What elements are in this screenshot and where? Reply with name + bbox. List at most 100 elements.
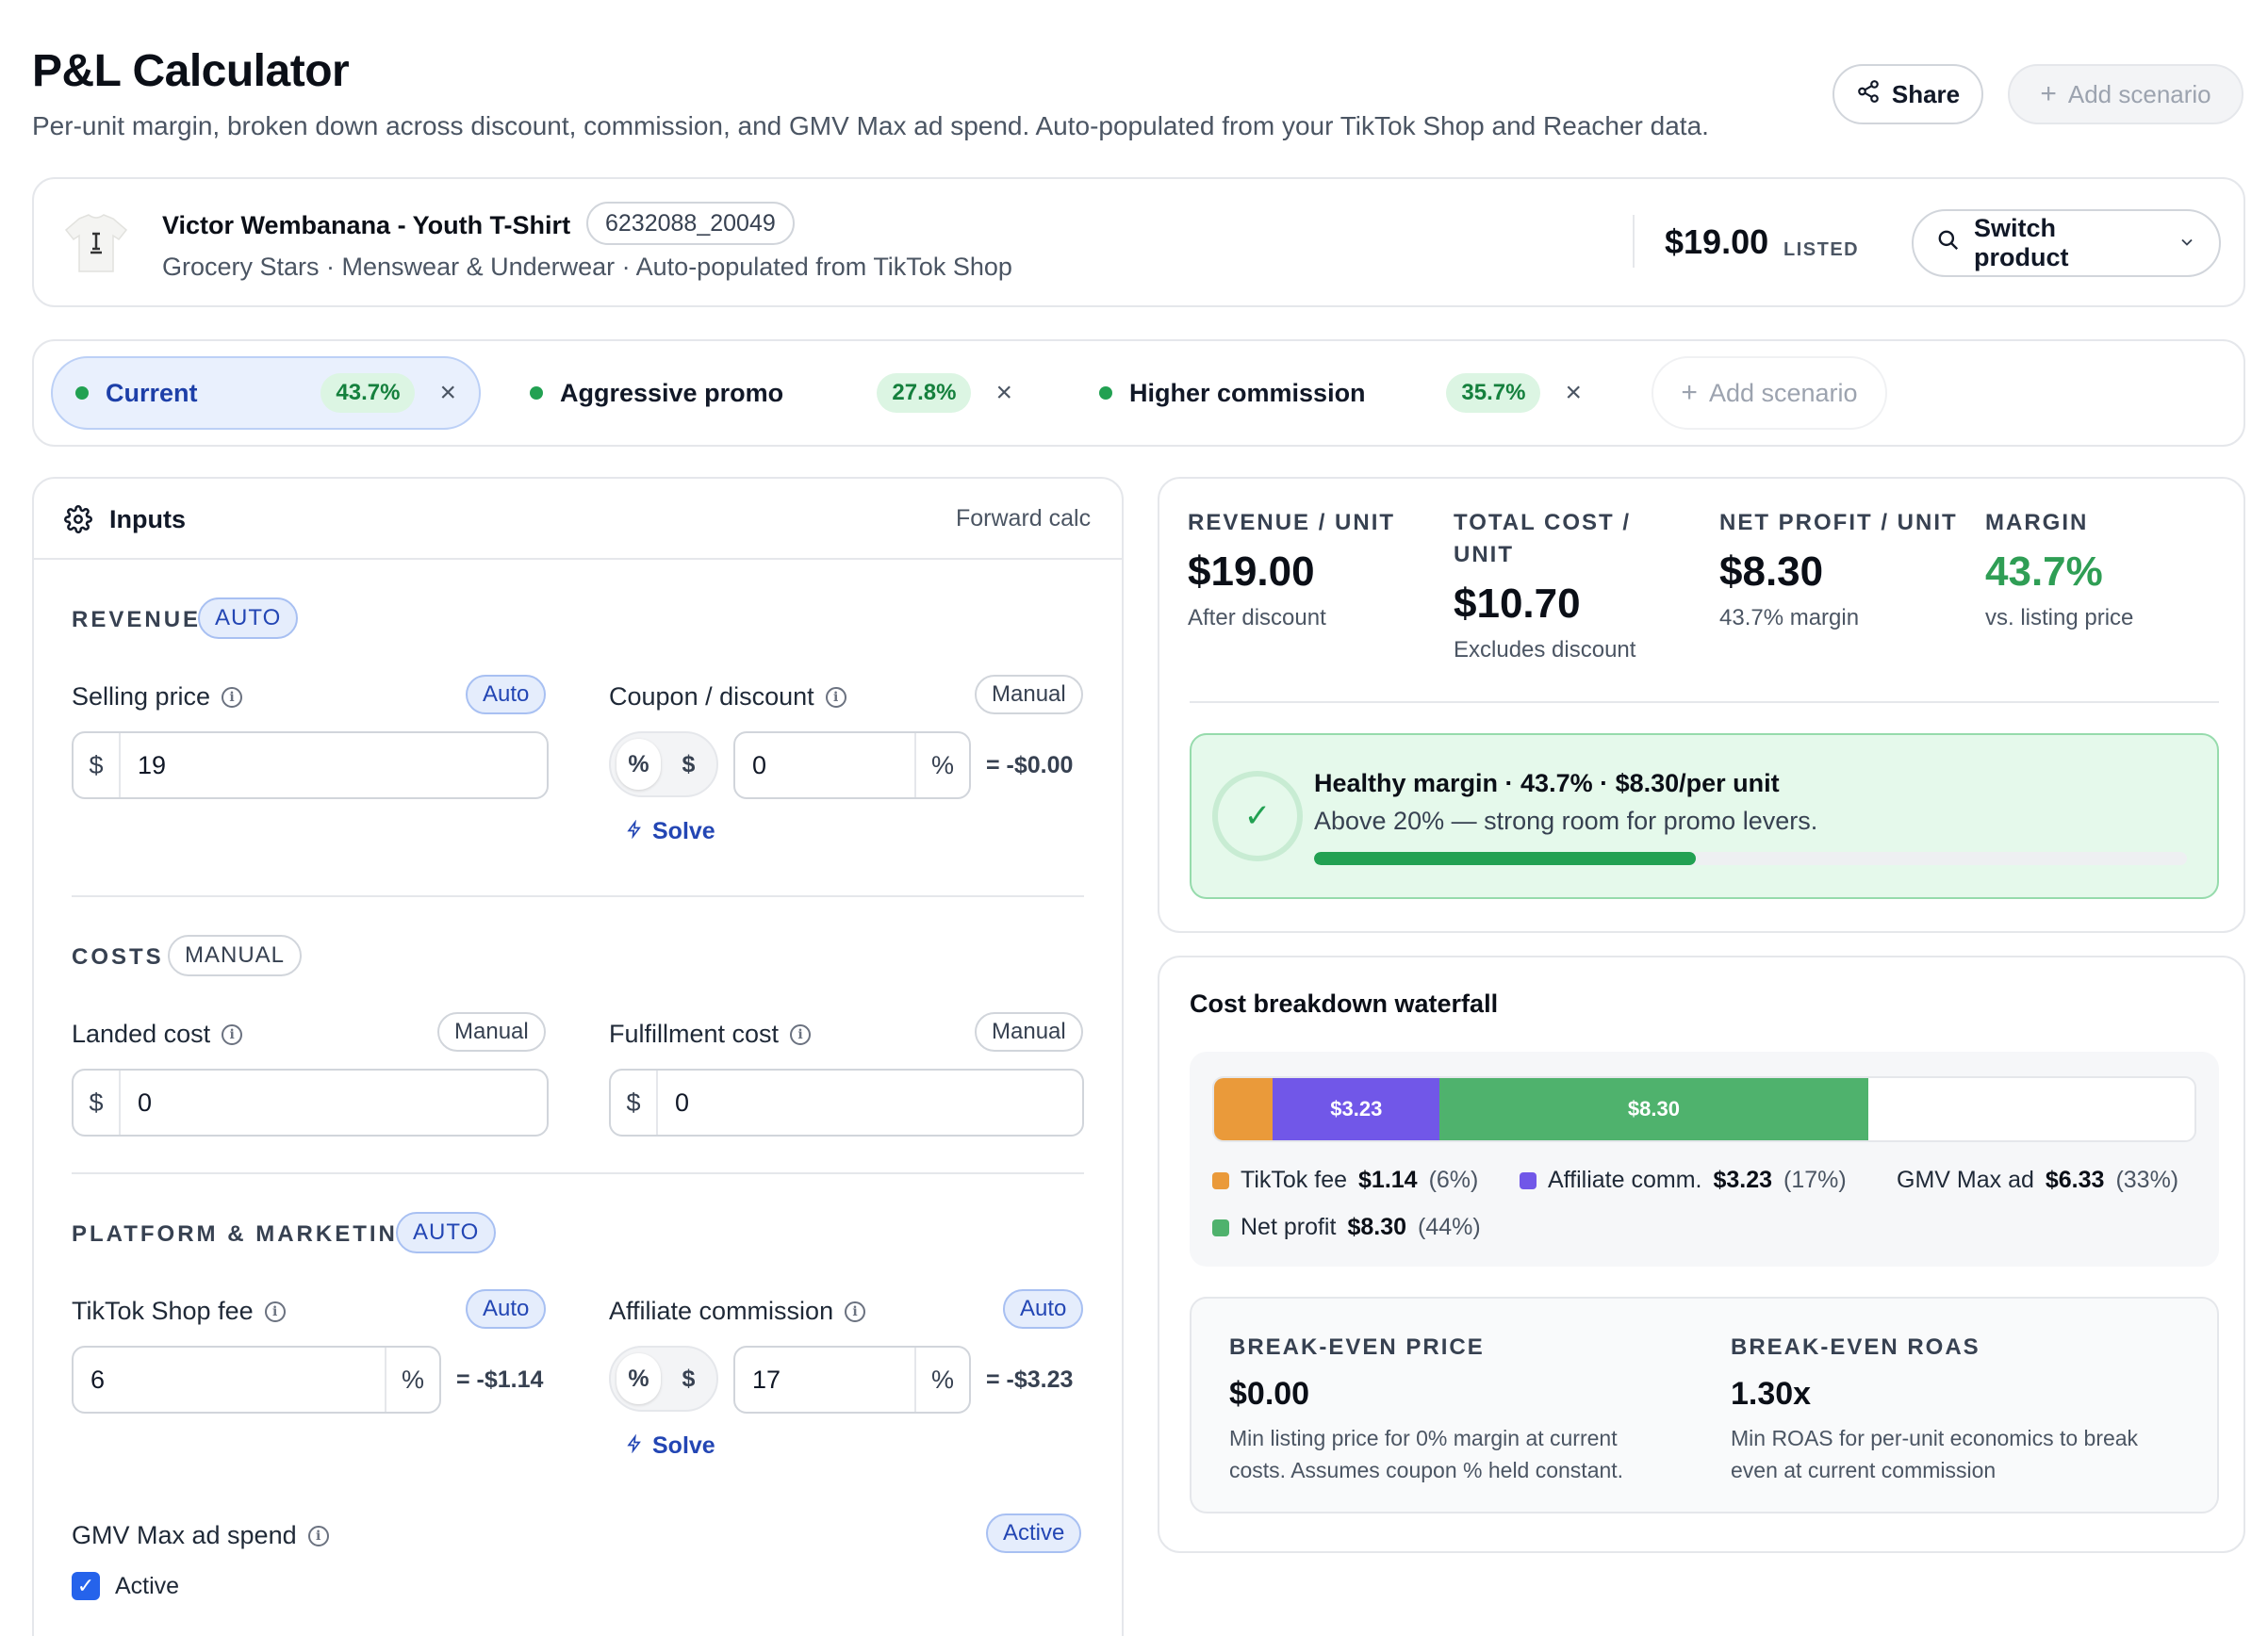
affiliate-commission-label: Affiliate commission i: [609, 1297, 866, 1326]
kpi-sub: vs. listing price: [1985, 605, 2134, 630]
calc-mode[interactable]: Forward calc: [956, 505, 1092, 532]
label-text: Landed cost: [72, 1020, 211, 1048]
plus-icon: +: [1681, 377, 1698, 408]
breakeven-price-value: $0.00: [1229, 1376, 1310, 1412]
add-scenario-button[interactable]: + Add scenario: [1652, 356, 1887, 430]
coupon-solve-button[interactable]: Solve: [626, 818, 715, 845]
product-meta: Grocery Stars · Menswear & Underwear · A…: [162, 253, 1012, 281]
breakeven-price-sub: Min listing price for 0% margin at curre…: [1229, 1426, 1624, 1482]
close-icon[interactable]: ×: [995, 377, 1012, 408]
fulfillment-cost-label: Fulfillment cost i: [609, 1020, 812, 1049]
add-scenario-label: Add scenario: [2067, 79, 2211, 108]
legend-name: TikTok fee: [1241, 1167, 1348, 1193]
close-icon[interactable]: ×: [439, 377, 456, 408]
inputs-title: Inputs: [109, 505, 186, 533]
kpi-label: TOTAL COST / UNIT: [1454, 510, 1632, 567]
toggle-dollar[interactable]: $: [682, 750, 696, 777]
currency-prefix: $: [74, 733, 121, 797]
info-icon[interactable]: i: [222, 1023, 243, 1045]
input-value[interactable]: 17: [752, 1365, 781, 1394]
checkmark-icon[interactable]: ✓: [72, 1572, 100, 1600]
checkmark-icon: ✓: [1212, 771, 1303, 861]
scenario-margin-badge: 35.7%: [1446, 373, 1541, 413]
tiktok-fee-input[interactable]: 6 %: [72, 1346, 441, 1414]
info-icon[interactable]: i: [790, 1023, 812, 1045]
info-icon[interactable]: i: [222, 686, 243, 708]
input-value[interactable]: 6: [90, 1365, 106, 1394]
status-dot: [1099, 386, 1112, 400]
kpi-net-profit: NET PROFIT / UNIT $8.30 43.7% margin: [1719, 507, 1974, 631]
scenario-tab-current[interactable]: Current 43.7% ×: [51, 356, 481, 430]
info-icon[interactable]: i: [825, 686, 846, 708]
landed-cost-input[interactable]: $ 0: [72, 1069, 549, 1137]
plus-icon: +: [2040, 78, 2057, 109]
kpi-margin: MARGIN 43.7% vs. listing price: [1985, 507, 2221, 631]
affiliate-unit-toggle[interactable]: % $: [609, 1346, 718, 1412]
label-text: Coupon / discount: [609, 682, 814, 711]
share-icon: [1856, 79, 1881, 110]
product-card: [32, 177, 2245, 307]
close-icon[interactable]: ×: [1565, 377, 1582, 408]
selling-price-label: Selling price i: [72, 682, 243, 712]
margin-progress-fill: [1314, 852, 1696, 865]
kpi-sub: 43.7% margin: [1719, 605, 1860, 630]
breakeven-roas-value: 1.30x: [1731, 1376, 1812, 1412]
input-value[interactable]: 0: [675, 1088, 690, 1117]
legend-swatch: [1212, 1171, 1229, 1189]
bolt-icon: [626, 818, 643, 845]
toggle-percent[interactable]: %: [616, 739, 661, 790]
info-icon[interactable]: i: [264, 1301, 286, 1322]
kpi-total-cost: TOTAL COST / UNIT $10.70 Excludes discou…: [1454, 507, 1670, 663]
kpi-label: NET PROFIT / UNIT: [1719, 510, 1958, 535]
input-value[interactable]: 0: [752, 750, 767, 779]
currency-prefix: $: [611, 1071, 658, 1135]
kpi-value: $19.00: [1188, 548, 1315, 595]
toggle-dollar[interactable]: $: [682, 1365, 696, 1392]
scenario-tab-higher-commission[interactable]: Higher commission 35.7% ×: [1076, 356, 1604, 430]
coupon-badge: Manual: [975, 675, 1083, 714]
solve-label: Solve: [652, 1432, 715, 1459]
legend-swatch: [1520, 1171, 1537, 1189]
search-icon: [1936, 228, 1961, 259]
toggle-percent[interactable]: %: [616, 1353, 661, 1404]
breakeven-price-label: BREAK-EVEN PRICE: [1229, 1334, 1485, 1360]
margin-progress-bar: [1314, 852, 2187, 865]
page-title: P&L Calculator: [32, 46, 350, 96]
switch-product-button[interactable]: Switch product: [1912, 209, 2221, 277]
label-text: TikTok Shop fee: [72, 1297, 254, 1325]
info-icon[interactable]: i: [307, 1525, 329, 1546]
input-value[interactable]: 0: [138, 1088, 153, 1117]
section-badge-costs: MANUAL: [168, 935, 303, 976]
coupon-unit-toggle[interactable]: % $: [609, 731, 718, 797]
affiliate-solve-button[interactable]: Solve: [626, 1432, 715, 1460]
scenario-name: Aggressive promo: [560, 378, 784, 407]
gmv-active-checkbox[interactable]: ✓ Active: [72, 1572, 179, 1600]
waterfall-segment-tiktok-fee: [1214, 1078, 1274, 1140]
legend-value: $8.30: [1347, 1214, 1406, 1240]
add-scenario-header-button[interactable]: + Add scenario: [2008, 64, 2243, 124]
scenario-tab-aggressive-promo[interactable]: Aggressive promo 27.8% ×: [507, 356, 1035, 430]
currency-prefix: $: [74, 1071, 121, 1135]
scenario-name: Higher commission: [1129, 378, 1366, 407]
divider: [1633, 215, 1635, 268]
gear-icon: [64, 505, 92, 538]
legend-value: $6.33: [2045, 1167, 2105, 1193]
health-callout: [1190, 733, 2219, 899]
health-title: Healthy margin · 43.7% · $8.30/per unit: [1314, 769, 1780, 797]
product-name: Victor Wembanana - Youth T-Shirt: [162, 211, 571, 239]
selling-price-input[interactable]: $ 19: [72, 731, 549, 799]
label-text: Affiliate commission: [609, 1297, 834, 1325]
fulfillment-cost-input[interactable]: $ 0: [609, 1069, 1084, 1137]
legend-value: $1.14: [1358, 1167, 1418, 1193]
section-title-platform: PLATFORM & MARKETING: [72, 1221, 419, 1247]
info-icon[interactable]: i: [845, 1301, 866, 1322]
percent-suffix: %: [385, 1348, 439, 1412]
add-scenario-label: Add scenario: [1708, 378, 1858, 407]
input-value[interactable]: 19: [138, 750, 167, 779]
affiliate-commission-input[interactable]: 17 %: [733, 1346, 971, 1414]
waterfall-bar: $3.23 $8.30: [1212, 1076, 2196, 1142]
share-button[interactable]: Share: [1832, 64, 1983, 124]
coupon-result: = -$0.00: [986, 752, 1074, 778]
coupon-input[interactable]: 0 %: [733, 731, 971, 799]
section-badge-revenue: AUTO: [198, 597, 299, 639]
